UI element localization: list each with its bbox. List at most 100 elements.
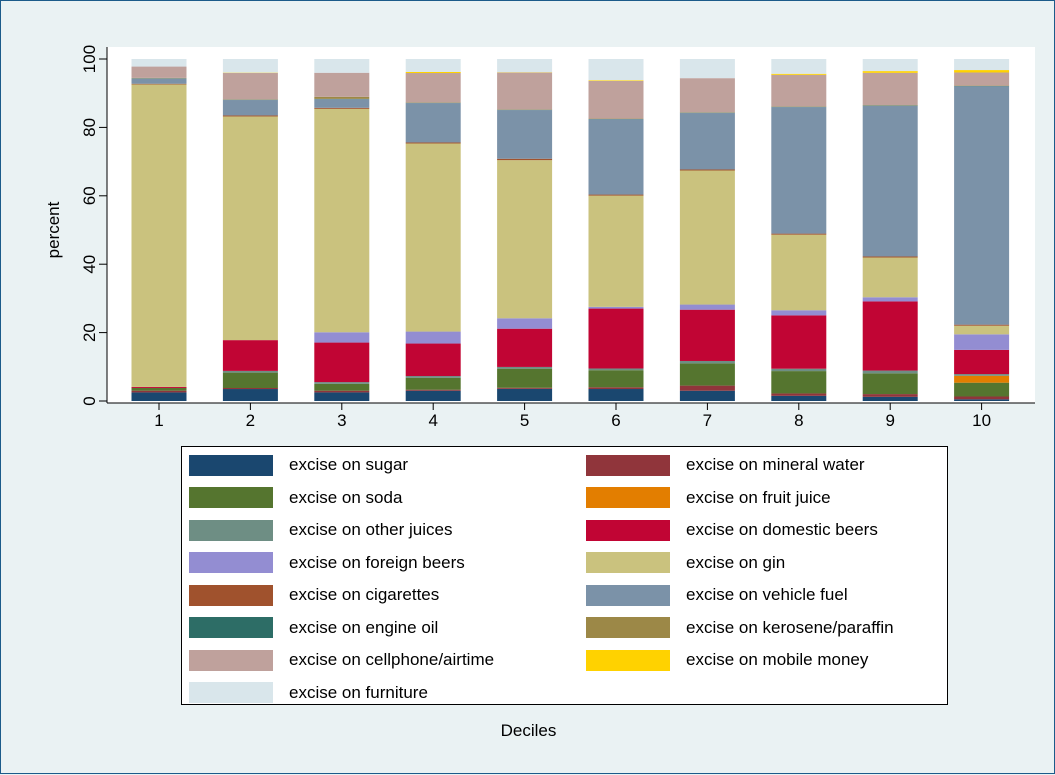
legend-label: excise on gin: [686, 553, 785, 573]
legend-swatch: [586, 520, 670, 541]
bar-segment: [314, 384, 369, 391]
legend-swatch: [586, 617, 670, 638]
bar-segment: [406, 142, 461, 143]
bar-segment: [863, 71, 918, 73]
legend-item: excise on mobile money: [586, 649, 868, 671]
bar-segment: [954, 399, 1009, 401]
bar-segment: [954, 326, 1009, 335]
bar-segment: [771, 393, 826, 395]
bar-segment: [954, 376, 1009, 383]
legend-swatch: [586, 487, 670, 508]
bar-segment: [314, 59, 369, 73]
bar-segment: [771, 235, 826, 311]
bar-segment: [680, 386, 735, 391]
bar-segment: [132, 388, 187, 391]
bar-segment: [589, 81, 644, 119]
bar-segment: [589, 80, 644, 81]
bar-segment: [771, 234, 826, 235]
legend-label: excise on engine oil: [289, 618, 438, 638]
x-tick-label: 8: [794, 411, 803, 430]
x-tick-label: 5: [520, 411, 529, 430]
legend-item: excise on foreign beers: [189, 552, 465, 574]
bar-segment: [680, 78, 735, 112]
bar-segment: [314, 332, 369, 342]
bar-segment: [863, 397, 918, 401]
bar-segment: [497, 329, 552, 367]
bar-segment: [863, 394, 918, 397]
bar-segment: [863, 257, 918, 297]
bar-segment: [406, 376, 461, 378]
y-tick-label: 40: [80, 255, 99, 274]
bar-segment: [680, 113, 735, 169]
bar-segment: [863, 373, 918, 394]
bar-segment: [132, 84, 187, 85]
legend-swatch: [586, 552, 670, 573]
bar-segment: [680, 310, 735, 361]
bar-segment: [954, 70, 1009, 72]
bar-segment: [954, 59, 1009, 70]
bar-segment: [223, 371, 278, 373]
bar-segment: [954, 86, 1009, 324]
legend-swatch: [586, 585, 670, 606]
legend-item: excise on kerosene/paraffin: [586, 617, 894, 639]
bar-segment: [497, 59, 552, 72]
bar-segment: [314, 391, 369, 393]
bar-segment: [863, 59, 918, 71]
bar-segment: [406, 391, 461, 401]
bar-segment: [497, 160, 552, 318]
bar-segment: [497, 367, 552, 369]
legend-label: excise on cellphone/airtime: [289, 650, 494, 670]
bar-segment: [954, 350, 1009, 374]
bar-segment: [406, 332, 461, 344]
bar-segment: [771, 75, 826, 107]
legend-label: excise on domestic beers: [686, 520, 878, 540]
bar-segment: [314, 108, 369, 109]
y-tick-label: 60: [80, 186, 99, 205]
bar-segment: [771, 310, 826, 315]
bar-segment: [680, 391, 735, 401]
legend-label: excise on kerosene/paraffin: [686, 618, 894, 638]
bar-segment: [589, 309, 644, 369]
x-tick-label: 6: [611, 411, 620, 430]
bar-segment: [771, 59, 826, 74]
bar-segment: [589, 195, 644, 196]
bar-segment: [132, 79, 187, 84]
x-tick-label: 2: [246, 411, 255, 430]
x-tick-label: 7: [703, 411, 712, 430]
bar-segment: [589, 389, 644, 401]
bar-segment: [406, 73, 461, 102]
bar-segment: [680, 363, 735, 385]
bar-segment: [680, 170, 735, 304]
bar-segment: [863, 106, 918, 257]
bar-segment: [954, 72, 1009, 85]
bar-segment: [589, 387, 644, 389]
bar-segment: [589, 196, 644, 307]
bar-segment: [589, 370, 644, 387]
bar-segment: [680, 59, 735, 78]
x-tick-label: 1: [154, 411, 163, 430]
bar-segment: [406, 72, 461, 73]
legend-label: excise on furniture: [289, 683, 428, 703]
bar-segment: [132, 387, 187, 388]
legend-label: excise on other juices: [289, 520, 452, 540]
bar-segment: [223, 116, 278, 340]
bar-segment: [589, 119, 644, 194]
legend-swatch: [189, 585, 273, 606]
bar-segment: [497, 159, 552, 160]
y-tick-label: 80: [80, 118, 99, 137]
legend-item: excise on other juices: [189, 519, 452, 541]
bar-segment: [223, 73, 278, 99]
legend-swatch: [189, 552, 273, 573]
legend-label: excise on vehicle fuel: [686, 585, 848, 605]
legend-label: excise on fruit juice: [686, 488, 831, 508]
bar-segment: [771, 396, 826, 401]
bar-segment: [771, 369, 826, 371]
bar-segment: [406, 390, 461, 391]
bar-segment: [589, 307, 644, 309]
bar-segment: [223, 340, 278, 371]
bar-segment: [406, 143, 461, 331]
legend-label: excise on foreign beers: [289, 553, 465, 573]
legend-item: excise on furniture: [189, 682, 428, 704]
